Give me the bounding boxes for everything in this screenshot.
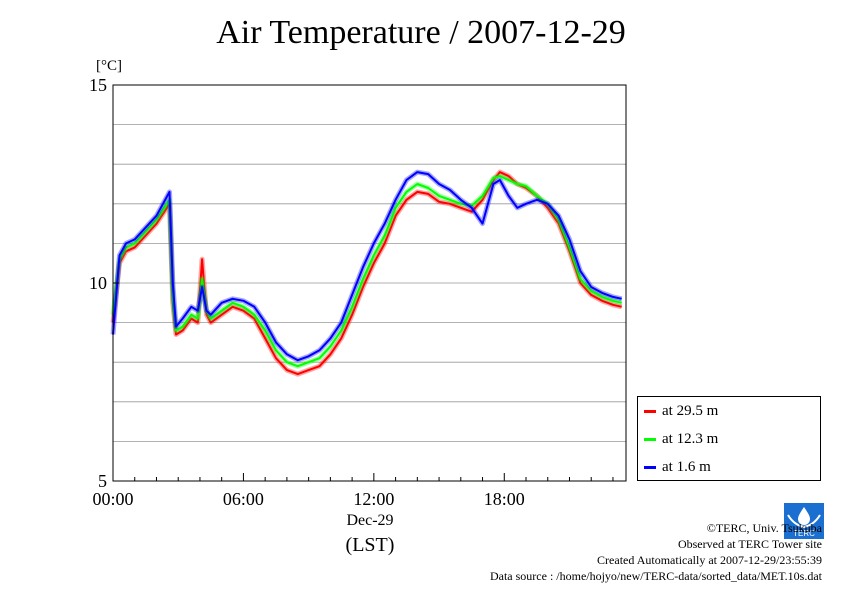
x-tick-label: 06:00 [223, 489, 264, 509]
credit-copyright: ©TERC, Univ. Tsukuba [706, 521, 822, 535]
y-tick-label: 5 [98, 471, 107, 491]
y-tick-label: 15 [89, 75, 107, 95]
legend-swatch-red [644, 409, 656, 413]
legend-swatch-blue [644, 465, 656, 469]
legend: at 29.5 m at 12.3 m at 1.6 m [637, 396, 821, 481]
logo-text: TERC [793, 529, 815, 538]
x-tick-label: 12:00 [353, 489, 394, 509]
y-tick-label: 10 [89, 273, 107, 293]
legend-label: at 1.6 m [662, 458, 711, 475]
credit-site: Observed at TERC Tower site [677, 537, 822, 551]
grid-lines [113, 124, 626, 442]
series-line-0 [112, 171, 622, 376]
x-axis-date-label: Dec-29 [346, 512, 394, 529]
x-tick-label: 00:00 [92, 489, 133, 509]
series-line-2 [112, 171, 622, 362]
credit-created: Created Automatically at 2007-12-29/23:5… [597, 553, 822, 567]
credit-source: Data source : /home/hojyo/new/TERC-data/… [489, 569, 822, 583]
legend-label: at 29.5 m [662, 402, 719, 419]
legend-item-1-6m: at 1.6 m [644, 457, 711, 477]
series-line-1 [112, 175, 622, 368]
legend-swatch-green [644, 437, 656, 441]
chart-title: Air Temperature / 2007-12-29 [216, 14, 626, 51]
terc-logo-icon: TERC [784, 503, 824, 539]
legend-item-29-5m: at 29.5 m [644, 401, 718, 421]
x-axis-unit-label: (LST) [345, 534, 395, 556]
axis-ticks: 5 10 15 00:00 06:00 12:00 18:00 [89, 75, 614, 509]
legend-item-12-3m: at 12.3 m [644, 429, 718, 449]
y-axis-label: [°C] [96, 58, 122, 74]
series-layer [110, 169, 623, 377]
credits-block: ©TERC, Univ. Tsukuba Observed at TERC To… [490, 520, 822, 584]
x-tick-label: 18:00 [484, 489, 525, 509]
legend-label: at 12.3 m [662, 430, 719, 447]
